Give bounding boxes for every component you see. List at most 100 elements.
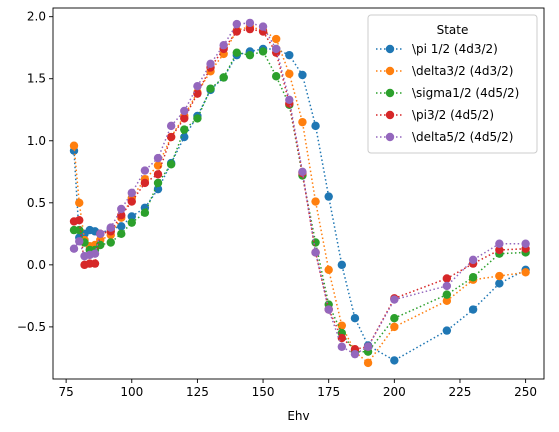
data-point (127, 188, 136, 198)
data-point (495, 239, 504, 248)
data-point (193, 114, 202, 123)
legend-item: \delta5/2 (4d5/2) (376, 130, 514, 144)
data-point (153, 161, 163, 170)
x-tick-label: 100 (120, 385, 143, 399)
data-point (90, 259, 100, 268)
data-point (245, 50, 255, 60)
data-point (350, 349, 360, 359)
data-point (96, 240, 105, 250)
data-point (232, 19, 241, 29)
y-tick-label: 1.5 (27, 72, 46, 86)
data-point (298, 167, 307, 176)
data-point (258, 47, 268, 56)
data-point (324, 192, 333, 201)
data-point (166, 121, 176, 131)
data-point (390, 295, 399, 304)
data-point (390, 314, 399, 323)
data-point (311, 197, 320, 206)
data-point (106, 238, 115, 247)
data-point (232, 27, 241, 36)
data-point (69, 244, 79, 253)
data-point (311, 238, 320, 247)
data-point (271, 72, 281, 81)
data-point (442, 281, 452, 291)
data-point (390, 322, 399, 332)
x-tick-label: 250 (514, 385, 537, 399)
data-point (140, 178, 150, 188)
data-point (166, 160, 176, 169)
data-point (180, 132, 189, 142)
data-point (337, 342, 347, 351)
data-point (75, 198, 84, 208)
legend-title: State (437, 23, 469, 37)
data-point (363, 342, 373, 351)
data-point (442, 290, 452, 299)
legend-item: \sigma1/2 (4d5/2) (376, 86, 519, 100)
x-tick-label: 175 (317, 385, 340, 399)
data-point (285, 69, 294, 78)
data-point (271, 44, 281, 54)
data-point (468, 255, 478, 265)
data-point (298, 117, 307, 127)
data-point (219, 73, 228, 82)
data-point (153, 153, 163, 163)
data-point (495, 271, 504, 281)
data-point (442, 326, 452, 335)
data-point (245, 18, 255, 28)
data-point (127, 212, 136, 221)
data-point (90, 249, 100, 258)
data-point (127, 218, 136, 227)
y-tick-label: 2.0 (27, 10, 46, 24)
data-point (69, 141, 79, 150)
data-point (311, 121, 320, 131)
axes-frame (52, 7, 545, 380)
legend-item: \pi 1/2 (4d3/2) (376, 42, 498, 56)
data-point (117, 229, 126, 239)
y-tick-label: −0.5 (17, 320, 46, 334)
legend-marker (385, 88, 395, 98)
data-point (75, 237, 84, 246)
legend-label: \pi3/2 (4d5/2) (412, 108, 494, 122)
x-tick-label: 75 (58, 385, 73, 399)
data-point (75, 215, 84, 225)
data-point (180, 125, 189, 134)
plot-area: 75 100 125 150 175 200 225 250 −0.5 0.0 0.5 1.0 1.5 2… (17, 7, 545, 399)
y-tick-label: 0.0 (27, 258, 46, 272)
legend-marker (385, 44, 395, 54)
series-line (73, 22, 526, 356)
x-axis-label: Ehv (287, 409, 309, 423)
series-5 (69, 18, 530, 359)
data-point (337, 321, 347, 330)
data-point (337, 260, 347, 270)
data-point (258, 22, 268, 31)
data-point (468, 305, 478, 314)
data-point (127, 197, 136, 206)
y-tick-label: 0.5 (27, 196, 46, 210)
data-point (153, 170, 163, 179)
legend-item: \pi3/2 (4d5/2) (376, 108, 494, 122)
legend-label: \pi 1/2 (4d3/2) (412, 42, 498, 56)
data-point (324, 265, 333, 275)
data-point (324, 305, 333, 314)
legend-box (367, 14, 538, 154)
data-point (96, 229, 105, 239)
x-tick-label: 150 (252, 385, 275, 399)
x-tick-label: 225 (449, 385, 472, 399)
data-point (521, 239, 530, 248)
data-point (153, 178, 163, 188)
data-point (495, 279, 504, 288)
data-point (219, 41, 228, 50)
data-point (298, 70, 307, 80)
y-tick-label: 1.0 (27, 134, 46, 148)
data-point (468, 273, 478, 282)
legend-label: \delta5/2 (4d5/2) (412, 130, 514, 144)
legend-marker (385, 132, 395, 142)
data-point (180, 106, 189, 116)
data-point (106, 223, 115, 232)
data-point (75, 225, 84, 235)
data-point (495, 245, 504, 255)
data-point (363, 358, 373, 368)
data-point (337, 333, 347, 343)
data-point (271, 34, 281, 44)
data-point (232, 48, 241, 57)
